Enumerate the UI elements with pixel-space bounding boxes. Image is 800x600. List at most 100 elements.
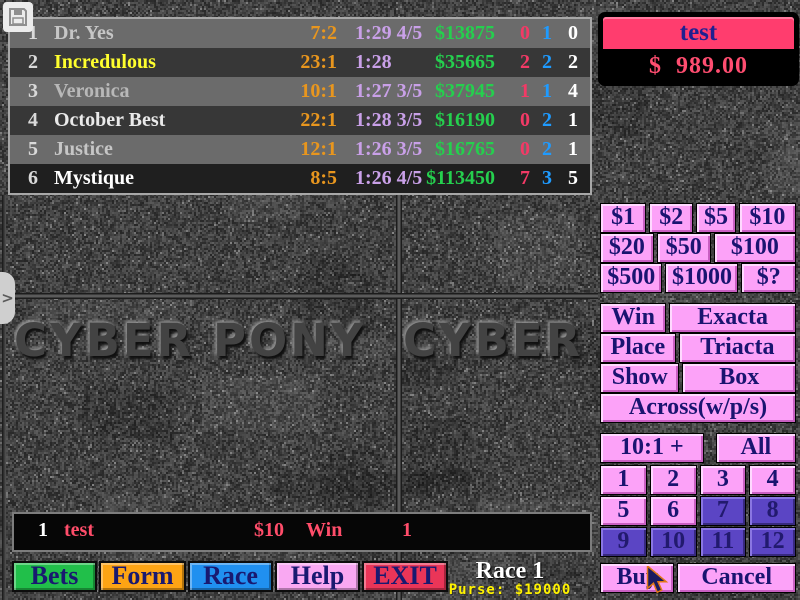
amount-button-2[interactable]: $2	[649, 203, 693, 233]
table-row[interactable]: 6 Mystique 8:5 1:26 4/5 $113450 7 3 5	[10, 164, 590, 193]
bottom-menu: Bets Form Race Help EXIT	[12, 561, 448, 592]
player-name-button[interactable]: test	[603, 17, 794, 49]
amount-button-10[interactable]: $10	[739, 203, 796, 233]
action-row: Buy Cancel	[600, 563, 796, 593]
bet-type-box[interactable]: Box	[682, 363, 796, 393]
background-logo: CYBER PONY	[14, 314, 394, 386]
horse-stat-second: 2	[534, 135, 560, 164]
horse-stat-second: 2	[534, 106, 560, 135]
horse-pool: $37945	[390, 77, 495, 106]
horse-name: Veronica	[54, 77, 130, 106]
horse-select-4[interactable]: 4	[749, 465, 796, 495]
horse-select-1[interactable]: 1	[600, 465, 647, 495]
bet-slot-number: 1	[38, 514, 48, 546]
filter-all-button[interactable]: All	[716, 433, 796, 463]
quadrant-left-edge	[2, 195, 6, 600]
horse-select-2[interactable]: 2	[650, 465, 697, 495]
horse-pool: $113450	[390, 164, 495, 193]
horse-number: 3	[22, 77, 44, 106]
bet-horse-selection: 1	[402, 514, 412, 546]
horse-stat-second: 1	[534, 19, 560, 48]
horse-name: Mystique	[54, 164, 134, 193]
balance-display: $ 989.00	[603, 51, 794, 81]
bet-type-show[interactable]: Show	[600, 363, 679, 393]
horse-odds: 8:5	[250, 164, 337, 193]
horse-grid-row-2: 5 6 7 8	[600, 496, 796, 526]
amount-button-1000[interactable]: $1000	[665, 263, 738, 293]
horse-select-5[interactable]: 5	[600, 496, 647, 526]
amount-button-100[interactable]: $100	[714, 233, 796, 263]
horse-stat-third: 5	[560, 164, 586, 193]
horse-number: 4	[22, 106, 44, 135]
amount-row-3: $500 $1000 $?	[600, 263, 796, 293]
bet-type-row-1: Win Exacta	[600, 303, 796, 333]
amount-button-500[interactable]: $500	[600, 263, 662, 293]
horse-odds: 10:1	[250, 77, 337, 106]
save-button[interactable]	[3, 2, 33, 32]
table-row[interactable]: 3 Veronica 10:1 1:27 3/5 $37945 1 1 4	[10, 77, 590, 106]
quadrant-horizontal-divider	[0, 293, 598, 299]
horse-name: Justice	[54, 135, 113, 164]
amount-button-20[interactable]: $20	[600, 233, 654, 263]
purse-label: Purse: $19000	[430, 583, 590, 598]
horse-select-8-disabled: 8	[749, 496, 796, 526]
bets-button[interactable]: Bets	[12, 561, 97, 592]
horse-select-3[interactable]: 3	[700, 465, 747, 495]
bet-type-across[interactable]: Across(w/p/s)	[600, 393, 796, 423]
bet-type: Win	[306, 514, 342, 546]
account-panel: test $ 989.00	[598, 12, 799, 86]
mouse-cursor-icon	[646, 566, 670, 596]
filter-ten-to-one-button[interactable]: 10:1 +	[600, 433, 704, 463]
horse-number: 5	[22, 135, 44, 164]
bet-type-row-4: Across(w/p/s)	[600, 393, 796, 423]
horse-select-11-disabled: 11	[700, 527, 747, 557]
race-button[interactable]: Race	[188, 561, 273, 592]
amount-button-50[interactable]: $50	[657, 233, 711, 263]
horse-select-6[interactable]: 6	[650, 496, 697, 526]
filter-row: 10:1 + All	[600, 433, 796, 463]
race-number-label: Race 1	[430, 559, 590, 583]
horse-grid-row-3: 9 10 11 12	[600, 527, 796, 557]
horse-odds: 22:1	[250, 106, 337, 135]
horse-stat-third: 1	[560, 135, 586, 164]
cancel-button[interactable]: Cancel	[677, 563, 796, 593]
bet-type-row-2: Place Triacta	[600, 333, 796, 363]
horse-table: 1 Dr. Yes 7:2 1:29 4/5 $13875 0 1 0 2 In…	[8, 17, 592, 195]
horse-stat-third: 2	[560, 48, 586, 77]
table-row[interactable]: 1 Dr. Yes 7:2 1:29 4/5 $13875 0 1 0	[10, 19, 590, 48]
horse-select-10-disabled: 10	[650, 527, 697, 557]
horse-pool: $16190	[390, 106, 495, 135]
chevron-right-icon: >	[1, 289, 14, 307]
side-drawer-handle[interactable]: >	[0, 272, 15, 324]
horse-number: 2	[22, 48, 44, 77]
amount-row-1: $1 $2 $5 $10	[600, 203, 796, 233]
horse-stat-third: 4	[560, 77, 586, 106]
table-row[interactable]: 2 Incredulous 23:1 1:28 $35665 2 2 2	[10, 48, 590, 77]
horse-pool: $16765	[390, 135, 495, 164]
current-bet-row[interactable]: 1 test $10 Win 1	[12, 512, 592, 552]
form-button[interactable]: Form	[99, 561, 186, 592]
bet-type-win[interactable]: Win	[600, 303, 666, 333]
horse-pool: $35665	[390, 48, 495, 77]
amount-button-1[interactable]: $1	[600, 203, 646, 233]
bet-type-exacta[interactable]: Exacta	[669, 303, 796, 333]
table-row[interactable]: 5 Justice 12:1 1:26 3/5 $16765 0 2 1	[10, 135, 590, 164]
horse-name: Incredulous	[54, 48, 156, 77]
amount-button-custom[interactable]: $?	[741, 263, 796, 293]
horse-stat-third: 0	[560, 19, 586, 48]
horse-number: 6	[22, 164, 44, 193]
amount-button-5[interactable]: $5	[696, 203, 736, 233]
horse-stat-second: 3	[534, 164, 560, 193]
bet-player-name: test	[64, 514, 94, 546]
horse-grid-row-1: 1 2 3 4	[600, 465, 796, 495]
horse-stat-second: 2	[534, 48, 560, 77]
horse-odds: 12:1	[250, 135, 337, 164]
background-logo-clipped: CYBER PONY	[403, 314, 595, 386]
bet-type-place[interactable]: Place	[600, 333, 676, 363]
horse-pool: $13875	[390, 19, 495, 48]
help-button[interactable]: Help	[275, 561, 360, 592]
amount-row-2: $20 $50 $100	[600, 233, 796, 263]
table-row[interactable]: 4 October Best 22:1 1:28 3/5 $16190 0 2 …	[10, 106, 590, 135]
bet-type-triacta[interactable]: Triacta	[679, 333, 796, 363]
horse-name: October Best	[54, 106, 165, 135]
